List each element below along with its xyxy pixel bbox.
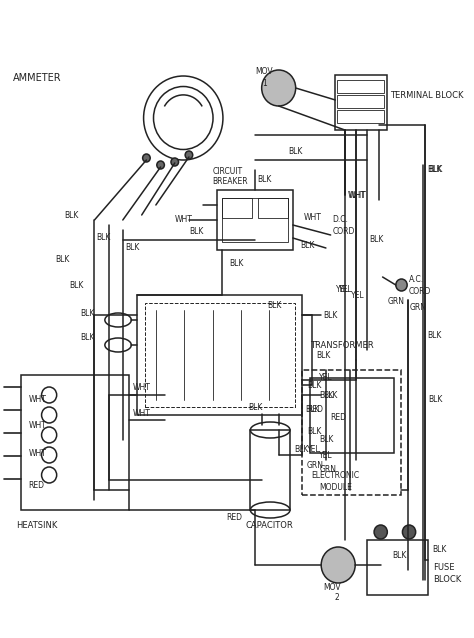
Text: BLK: BLK — [55, 255, 69, 265]
Circle shape — [396, 279, 407, 291]
Text: BLK: BLK — [64, 211, 79, 219]
Text: YEL: YEL — [319, 373, 333, 383]
Text: RED: RED — [227, 514, 243, 523]
Text: BLK: BLK — [427, 330, 441, 339]
Bar — [337, 95, 384, 108]
Text: MOV: MOV — [323, 584, 341, 593]
Text: WHT: WHT — [28, 420, 46, 429]
Text: BLK: BLK — [267, 300, 282, 309]
Text: CAPACITOR: CAPACITOR — [246, 521, 293, 530]
Text: A.C.: A.C. — [409, 276, 424, 285]
Circle shape — [262, 70, 296, 106]
Bar — [336, 75, 387, 130]
Circle shape — [185, 151, 193, 159]
Text: BLK: BLK — [427, 165, 441, 175]
Bar — [337, 80, 384, 93]
Text: MODULE: MODULE — [319, 482, 352, 491]
Text: WHT: WHT — [348, 191, 366, 200]
Text: BLK: BLK — [295, 445, 309, 454]
Text: BLK: BLK — [428, 165, 442, 175]
Circle shape — [374, 525, 387, 539]
Text: BLK: BLK — [248, 403, 263, 413]
Text: CORD: CORD — [333, 226, 355, 235]
Text: WHT: WHT — [347, 191, 365, 200]
Bar — [366, 540, 428, 595]
Text: GRN: GRN — [387, 297, 404, 306]
Text: WHT: WHT — [28, 449, 46, 457]
Text: BLK: BLK — [69, 281, 83, 290]
Text: CORD: CORD — [409, 288, 431, 297]
Bar — [222, 198, 288, 242]
Text: WHT: WHT — [132, 408, 150, 417]
Text: BLK: BLK — [369, 235, 384, 244]
Text: BLK: BLK — [392, 551, 406, 560]
Text: YEL: YEL — [351, 290, 365, 299]
Circle shape — [321, 547, 355, 583]
Bar — [217, 190, 293, 250]
Text: D.C.: D.C. — [333, 216, 348, 225]
Bar — [302, 370, 401, 495]
Text: BLK: BLK — [319, 436, 334, 445]
Text: BLK: BLK — [301, 242, 315, 251]
Text: BLK: BLK — [307, 427, 321, 436]
Text: WHT: WHT — [304, 214, 322, 223]
Text: BLK: BLK — [80, 309, 95, 318]
Text: WHT: WHT — [132, 383, 150, 392]
Text: GRN: GRN — [410, 304, 427, 313]
Circle shape — [143, 154, 150, 162]
Text: WHT: WHT — [28, 396, 46, 404]
Text: YEL: YEL — [337, 285, 350, 295]
Text: TRANSFORMER: TRANSFORMER — [310, 341, 374, 350]
Text: GRN: GRN — [319, 466, 336, 475]
Text: MOV: MOV — [255, 68, 273, 77]
Text: BLK: BLK — [433, 545, 447, 554]
Text: 2: 2 — [335, 593, 339, 602]
Circle shape — [157, 161, 164, 169]
Circle shape — [402, 525, 416, 539]
Text: BLK: BLK — [305, 406, 319, 415]
Bar — [145, 303, 295, 407]
Text: BLK: BLK — [189, 228, 203, 237]
Text: AMMETER: AMMETER — [13, 73, 62, 83]
Bar — [137, 295, 302, 415]
Text: ELECTRONIC: ELECTRONIC — [312, 470, 360, 480]
Text: BREAKER: BREAKER — [212, 177, 248, 186]
Bar — [21, 375, 129, 510]
Text: BLK: BLK — [319, 390, 334, 399]
Bar — [250, 430, 290, 510]
Bar — [222, 198, 252, 218]
Text: BLK: BLK — [80, 334, 95, 343]
Text: RED: RED — [307, 406, 323, 415]
Text: TERMINAL BLOCK: TERMINAL BLOCK — [390, 91, 464, 100]
Text: RED: RED — [331, 413, 346, 422]
Text: YEL: YEL — [319, 450, 333, 459]
Text: BLK: BLK — [126, 244, 140, 253]
Text: YEL: YEL — [307, 445, 320, 454]
Text: FUSE: FUSE — [433, 563, 454, 572]
Text: BLOCK: BLOCK — [433, 575, 461, 584]
Text: WHT: WHT — [175, 216, 192, 225]
Text: BLK: BLK — [428, 396, 442, 404]
Text: YEL: YEL — [339, 285, 353, 295]
Text: BLK: BLK — [229, 258, 244, 267]
Text: BLK: BLK — [257, 175, 271, 184]
Bar — [310, 378, 394, 453]
Text: RED: RED — [28, 480, 45, 489]
Circle shape — [171, 158, 179, 166]
Text: BLK: BLK — [307, 380, 321, 390]
Text: BLK: BLK — [317, 350, 331, 359]
Text: HEATSINK: HEATSINK — [16, 521, 57, 530]
Text: GRN: GRN — [307, 461, 324, 470]
Bar — [258, 198, 288, 218]
Text: BLK: BLK — [323, 311, 337, 320]
Text: BLK: BLK — [288, 147, 302, 156]
Text: BLK: BLK — [96, 232, 111, 242]
Text: CIRCUIT: CIRCUIT — [212, 168, 243, 177]
Text: 1: 1 — [263, 78, 267, 87]
Text: BLK: BLK — [323, 390, 337, 399]
Bar — [337, 110, 384, 123]
